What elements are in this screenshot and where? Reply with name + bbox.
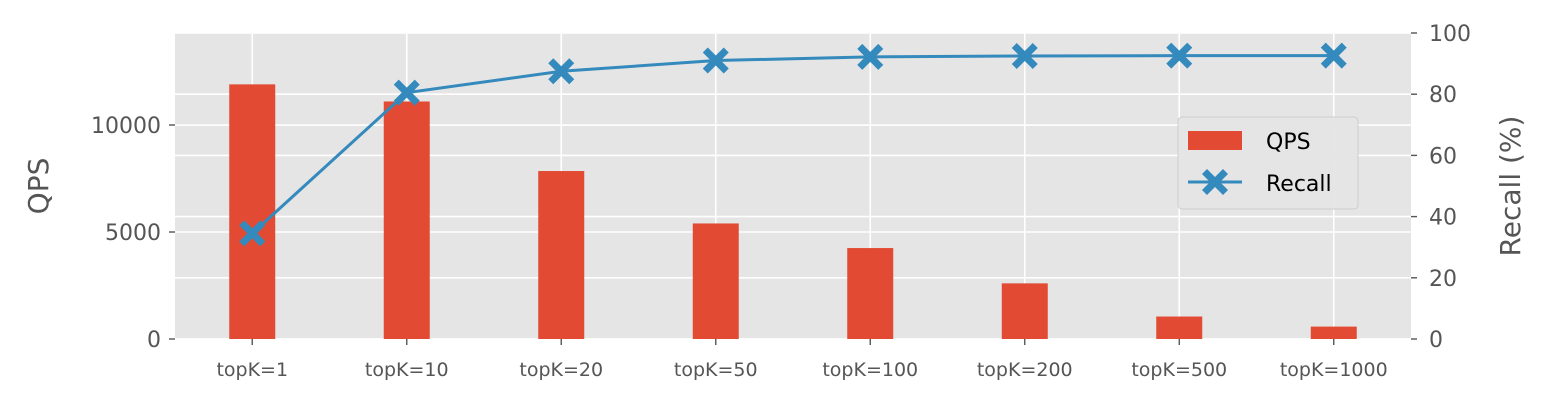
y2-tick-label: 100 — [1429, 22, 1471, 47]
y2-tick-label: 0 — [1429, 328, 1443, 353]
left-y-ticks: 0 5000 10000 — [91, 114, 175, 353]
x-tick-label: topK=1000 — [1280, 359, 1388, 381]
recall-marker — [702, 47, 729, 74]
y2-tick-label: 80 — [1429, 83, 1457, 108]
x-tick-label: topK=1 — [216, 359, 288, 381]
bar-qps — [847, 248, 894, 339]
left-axis-title: QPS — [22, 158, 55, 215]
recall-marker — [1166, 42, 1193, 69]
bar-qps — [538, 171, 585, 339]
recall-marker — [393, 79, 420, 106]
bar-qps — [1156, 316, 1203, 339]
x-tick-label: topK=10 — [365, 359, 449, 381]
y-tick-label: 0 — [147, 328, 161, 353]
legend-marker-recall — [1202, 169, 1228, 195]
x-tick-label: topK=100 — [822, 359, 918, 381]
y-tick-label: 10000 — [91, 114, 161, 139]
bar-qps — [229, 84, 276, 339]
qps-bars — [229, 84, 1357, 339]
x-tick-label: topK=500 — [1131, 359, 1227, 381]
bar-qps — [383, 101, 430, 339]
y2-tick-label: 20 — [1429, 267, 1457, 292]
x-tick-labels: topK=1 topK=10 topK=20 topK=50 topK=100 topK=… — [216, 339, 1388, 381]
recall-line — [239, 42, 1347, 247]
legend-label-recall: Recall — [1266, 172, 1332, 197]
recall-marker — [857, 43, 884, 70]
y2-tick-label: 60 — [1429, 144, 1457, 169]
x-tick-label: topK=50 — [674, 359, 758, 381]
x-tick-label: topK=20 — [519, 359, 603, 381]
bar-qps — [1310, 326, 1357, 339]
x-tick-label: topK=200 — [977, 359, 1073, 381]
recall-marker — [1011, 42, 1038, 69]
y-tick-label: 5000 — [105, 221, 161, 246]
recall-polyline — [251, 54, 1334, 235]
recall-marker — [239, 220, 266, 247]
legend-swatch-qps — [1188, 131, 1242, 150]
right-y-ticks: 0 20 40 60 80 100 — [1411, 22, 1471, 353]
y2-tick-label: 40 — [1429, 206, 1457, 231]
recall-marker — [1320, 42, 1347, 69]
bar-qps — [1001, 283, 1048, 339]
bar-qps — [692, 223, 739, 339]
legend-label-qps: QPS — [1266, 130, 1311, 155]
legend: QPS Recall — [1177, 116, 1359, 210]
right-axis-title: Recall (%) — [1494, 116, 1527, 257]
recall-marker — [548, 58, 575, 85]
